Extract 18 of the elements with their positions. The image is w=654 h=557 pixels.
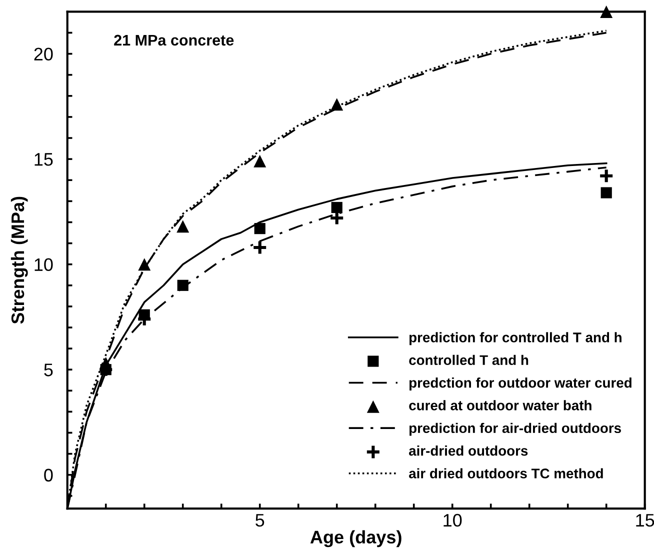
- legend-label: prediction for air-dried outdoors: [410, 422, 621, 436]
- legend-label: air dried outdoors TC method: [408, 468, 603, 478]
- legend-label: cured at outdoor water bath: [409, 400, 592, 410]
- annotation: 21 MPa concrete: [114, 34, 234, 46]
- y-tick-label: 20: [34, 48, 53, 61]
- legend-label: predction for outdoor water cured: [410, 378, 632, 390]
- y-tick-label: 15: [34, 153, 53, 166]
- x-tick-label: 10: [444, 514, 462, 527]
- legend-label: prediction for controlled T and h: [410, 332, 622, 346]
- x-tick-label: 5: [256, 514, 264, 527]
- x-tick-label: 15: [636, 514, 654, 527]
- legend-label: air-dried outdoors: [408, 446, 528, 456]
- x-axis-title: Age (days): [310, 530, 402, 548]
- legend-label: controlled T and h: [409, 354, 528, 366]
- y-tick-label: 10: [34, 258, 53, 272]
- y-axis-title: Strength (MPa): [10, 196, 28, 324]
- y-tick-label: 0: [44, 468, 53, 482]
- y-tick-label: 5: [44, 364, 53, 376]
